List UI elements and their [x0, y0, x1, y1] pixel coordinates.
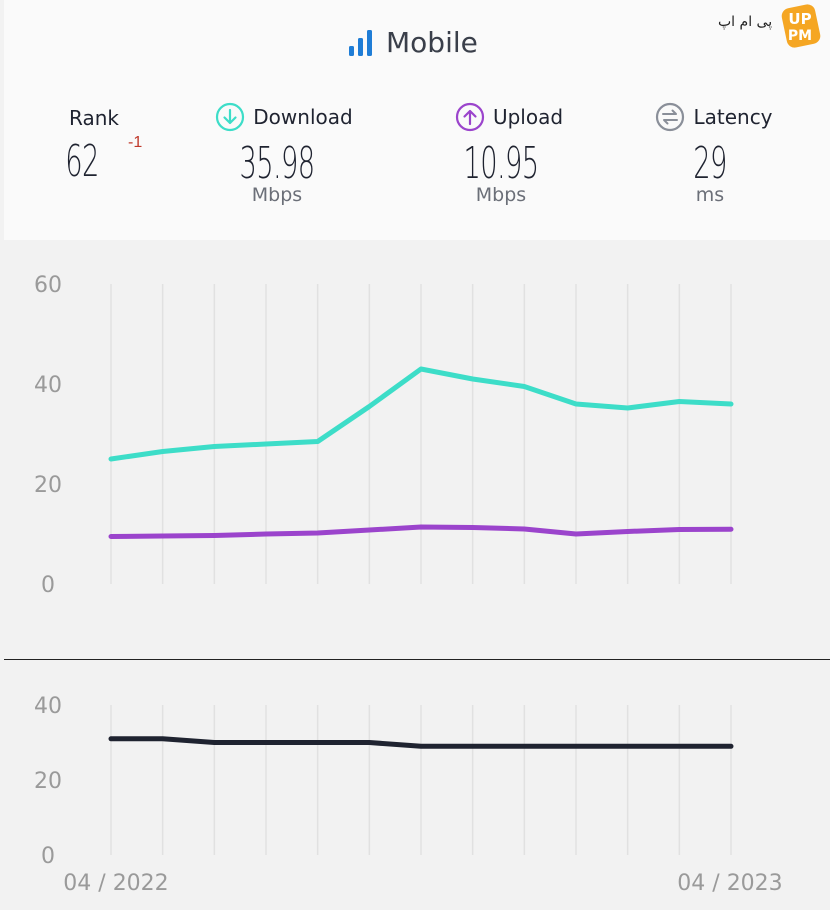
y-tick-label: 60 — [34, 273, 62, 298]
upload-label: Upload — [492, 105, 564, 129]
rank-delta: -1 — [128, 134, 143, 151]
title-row: Mobile — [346, 26, 478, 59]
x-tick-label-start: 04 / 2022 — [63, 871, 168, 896]
rank-value: 62 — [65, 136, 99, 187]
latency-unit: ms — [695, 184, 725, 206]
y-tick-label: 0 — [41, 844, 55, 869]
y-tick-label: 20 — [34, 769, 62, 794]
upload-value: 10.95 — [463, 138, 539, 189]
logo-badge-top: UP — [788, 10, 811, 28]
y-tick-label: 40 — [34, 694, 62, 719]
rank-label: Rank — [69, 106, 119, 130]
latency-arrows-icon — [656, 102, 685, 132]
y-tick-label: 20 — [34, 473, 62, 498]
latency-metric: Latency 29 ms — [634, 102, 794, 206]
logo-badge-bottom: PM — [788, 28, 812, 44]
series-line-1-0 — [108, 736, 734, 749]
speed-card: Mobile پی ام اپ UP PM Rank 62 -1 — [4, 0, 830, 910]
download-label: Download — [253, 105, 353, 129]
download-metric: Download 35.98 Mbps — [194, 102, 374, 206]
upload-metric: Upload 10.95 Mbps — [424, 102, 594, 206]
signal-bars-icon — [349, 29, 372, 56]
y-tick-label: 40 — [34, 373, 62, 398]
upload-unit: Mbps — [475, 184, 527, 206]
download-unit: Mbps — [251, 184, 303, 206]
download-arrow-icon — [216, 102, 245, 132]
upload-arrow-icon — [455, 102, 485, 132]
latency-value: 29 — [693, 138, 727, 189]
card-header: Mobile پی ام اپ UP PM Rank 62 -1 — [4, 0, 830, 240]
download-value: 35.98 — [239, 138, 315, 189]
logo-badge-icon: UP PM — [781, 4, 821, 48]
series-line-0-1 — [108, 524, 734, 539]
rank-metric: Rank 62 — [44, 106, 144, 186]
latency-label: Latency — [693, 105, 773, 129]
page-title: Mobile — [386, 26, 478, 59]
site-logo[interactable]: پی ام اپ UP PM — [718, 2, 828, 54]
y-tick-label: 0 — [41, 573, 55, 598]
chart-divider — [4, 659, 830, 660]
latency-chart: 0 20 40 04 / 2022 04 / 2023 — [34, 694, 783, 896]
speed-chart: 0 20 40 60 — [34, 273, 734, 598]
logo-text: پی ام اپ — [718, 14, 773, 30]
x-tick-label-end: 04 / 2023 — [677, 871, 782, 896]
series-line-0-0 — [108, 366, 734, 462]
